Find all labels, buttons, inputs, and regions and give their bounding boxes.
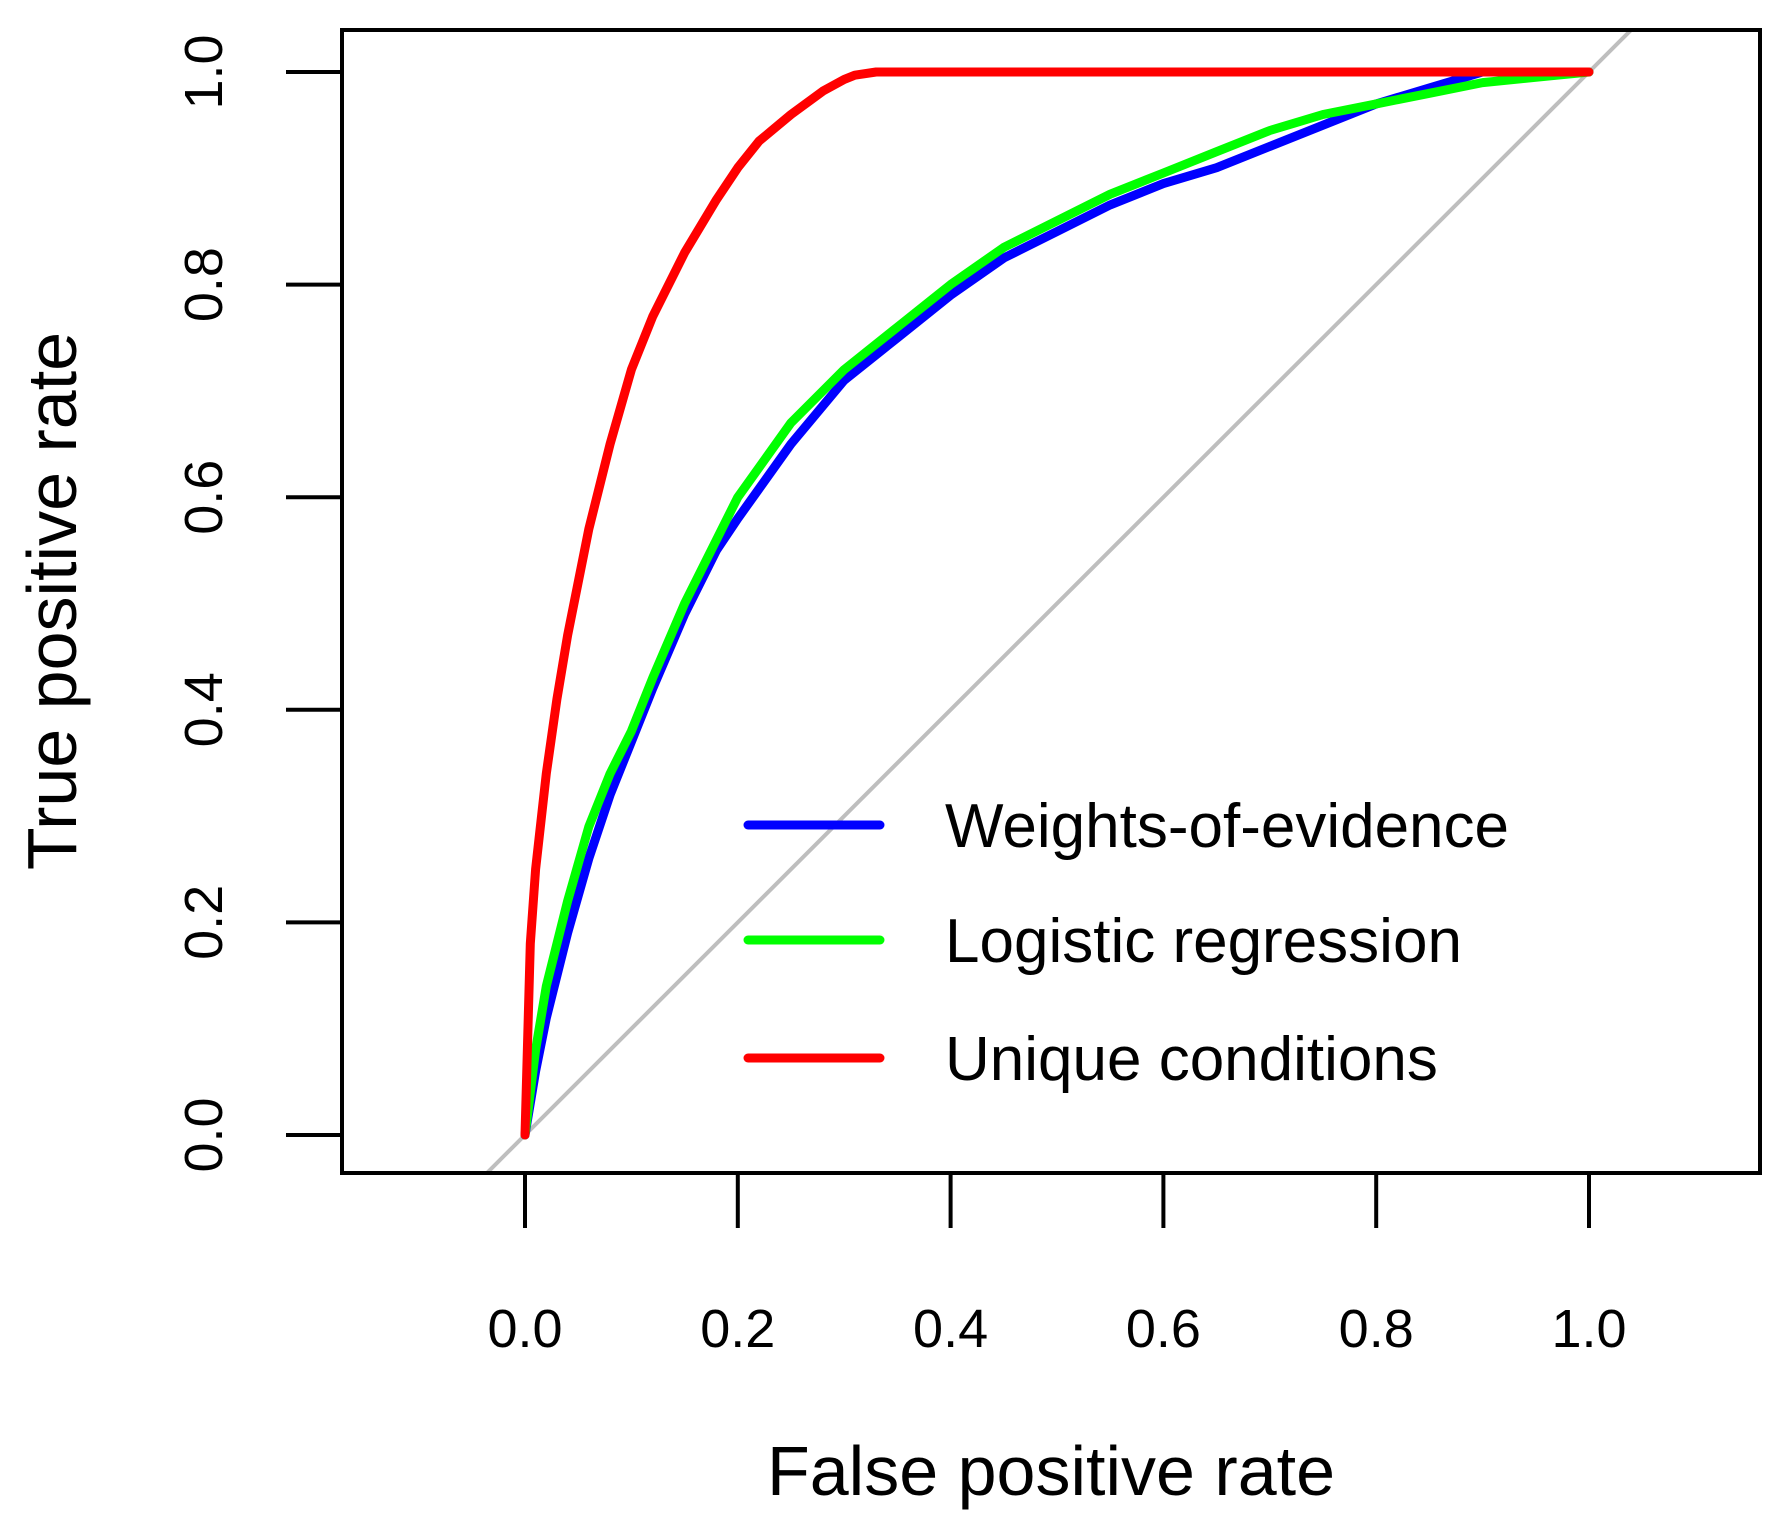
- y-tick-label-4: 0.8: [174, 247, 234, 322]
- diagonal-reference-line: [484, 30, 1634, 1173]
- x-axis-title: False positive rate: [767, 1432, 1335, 1510]
- y-axis-title: True positive rate: [13, 332, 91, 870]
- x-tick-label-2: 0.4: [913, 1299, 988, 1359]
- y-tick-label-0: 0.0: [174, 1097, 234, 1172]
- series-line-unique-conditions: [520, 67, 1594, 1140]
- x-tick-label-5: 1.0: [1551, 1299, 1626, 1359]
- legend-label-unique-conditions: Unique conditions: [945, 1025, 1438, 1094]
- x-tick-label-4: 0.8: [1339, 1299, 1414, 1359]
- y-tick-label-2: 0.4: [174, 672, 234, 747]
- y-tick-label-5: 1.0: [174, 34, 234, 109]
- plot-frame: [340, 28, 1762, 1175]
- legend-label-weights-of-evidence: Weights-of-evidence: [945, 792, 1509, 861]
- legend-label-logistic-regression: Logistic regression: [945, 907, 1462, 976]
- x-tick-label-1: 0.2: [700, 1299, 775, 1359]
- x-tick-label-0: 0.0: [487, 1299, 562, 1359]
- x-tick-label-3: 0.6: [1126, 1299, 1201, 1359]
- series-line-logistic-regression: [520, 67, 1594, 1140]
- y-tick-label-1: 0.2: [174, 885, 234, 960]
- y-tick-label-3: 0.6: [174, 460, 234, 535]
